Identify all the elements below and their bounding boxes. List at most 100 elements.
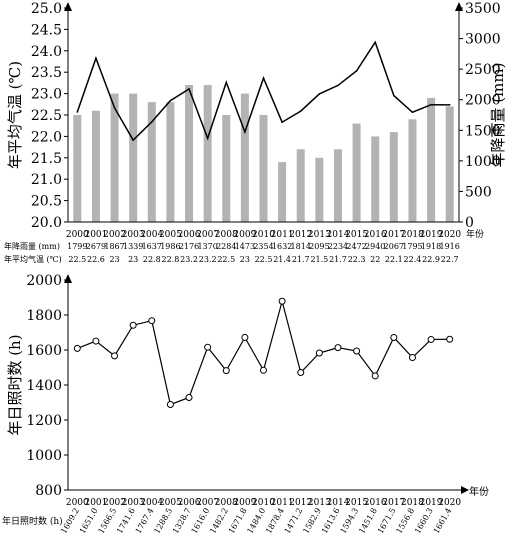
rainfall-point xyxy=(95,57,97,59)
table-cell: 2679 xyxy=(86,242,106,251)
right-tick-label: 1500 xyxy=(465,123,501,139)
table-cell: 22.3 xyxy=(348,255,366,264)
table-cell: 2284 xyxy=(216,242,236,251)
table-cell: 21.7 xyxy=(292,255,310,264)
temperature-bar xyxy=(110,93,119,222)
temperature-bar xyxy=(408,119,417,222)
x-tick-label: 2018 xyxy=(401,498,424,508)
x-tick-label: 2000 xyxy=(66,498,89,508)
x-tick-label: 2008 xyxy=(215,498,238,508)
table-cell: 22.8 xyxy=(143,255,161,264)
rainfall-point xyxy=(76,111,79,113)
right-tick-label: 500 xyxy=(465,184,492,200)
sunshine-point xyxy=(390,333,398,341)
table-cell: 22.6 xyxy=(87,255,105,264)
table-cell: 22.5 xyxy=(217,255,235,264)
sunshine-point xyxy=(408,354,416,362)
sunshine-point xyxy=(129,321,137,329)
temperature-bar xyxy=(91,110,100,222)
table-cell: 2176 xyxy=(179,242,199,251)
temperature-bar xyxy=(389,132,398,222)
table-cell: 23 xyxy=(109,255,119,264)
x-tick-label: 2005 xyxy=(159,498,182,508)
x-tick-label: 2010 xyxy=(252,230,275,240)
x-tick-label: 2003 xyxy=(122,498,145,508)
table-cell: 23.2 xyxy=(199,255,217,264)
rainfall-point xyxy=(244,131,246,133)
right-axis-title: 年降雨量 (mm) xyxy=(489,63,507,168)
x-tick-label: 2003 xyxy=(122,230,145,240)
left-axis-arrow-icon xyxy=(64,2,72,11)
right-tick-label: 2000 xyxy=(465,93,501,109)
rainfall-point xyxy=(448,104,451,106)
right-tick-label: 1000 xyxy=(465,154,501,170)
sunshine-point xyxy=(297,369,305,377)
x-tick-label: 2016 xyxy=(364,498,387,508)
right-tick-label: 0 xyxy=(465,215,474,231)
y-tick-label: 800 xyxy=(35,483,62,499)
temperature-bar xyxy=(222,115,231,222)
right-tick-label: 3000 xyxy=(465,32,501,48)
table-cell: 1986 xyxy=(160,242,180,251)
sunshine-line xyxy=(77,298,450,406)
table-cell: 1918 xyxy=(421,242,441,251)
table-cell: 22.8 xyxy=(161,255,179,264)
temperature-bar xyxy=(129,93,138,222)
rainfall-point xyxy=(113,107,116,109)
x-tick-label: 2020 xyxy=(438,230,461,240)
table-row-label: 年降雨量 (mm) xyxy=(4,241,60,251)
x-tick-label: 2001 xyxy=(84,498,107,508)
table-cell: 1799 xyxy=(67,242,87,251)
x-axis-arrow-icon xyxy=(461,486,469,494)
y-axis-arrow-icon xyxy=(64,274,72,283)
temperature-bar xyxy=(166,102,175,222)
table-cell: 22.5 xyxy=(68,255,86,264)
x-unit-label: 年份 xyxy=(466,228,484,240)
x-tick-label: 2011 xyxy=(271,498,294,508)
sunshine-point xyxy=(204,343,212,351)
sunshine-point xyxy=(185,393,193,401)
table-cell: 1867 xyxy=(104,242,124,251)
table-cell: 1339 xyxy=(123,242,143,251)
x-tick-label: 2011 xyxy=(271,230,294,240)
y-tick-label: 2000 xyxy=(26,273,62,289)
table-cell: 21.4 xyxy=(273,255,291,264)
x-tick-label: 2014 xyxy=(327,498,350,508)
x-tick-label: 2020 xyxy=(438,498,461,508)
x-tick-label: 2002 xyxy=(103,498,126,508)
table-cell: 2234 xyxy=(328,242,348,251)
y-axis-title: 年日照时数 (h) xyxy=(6,334,24,435)
rainfall-point xyxy=(355,70,358,72)
x-tick-label: 2014 xyxy=(327,230,350,240)
rainfall-point xyxy=(299,110,302,112)
x-tick-label: 2017 xyxy=(382,230,405,240)
x-tick-label: 2010 xyxy=(252,498,275,508)
temperature-bar xyxy=(371,136,380,222)
x-unit-label: 年份 xyxy=(469,485,489,498)
x-tick-label: 2008 xyxy=(215,230,238,240)
sunshine-point xyxy=(278,297,286,305)
sunshine-point xyxy=(260,366,267,374)
temperature-bar xyxy=(147,102,156,222)
right-tick-label: 3500 xyxy=(465,1,501,17)
table-cell: 2354 xyxy=(253,242,273,251)
left-tick-label: 20.5 xyxy=(31,194,62,210)
left-tick-label: 24.5 xyxy=(31,22,62,38)
y-tick-label: 1800 xyxy=(26,308,62,324)
table-cell: 21.5 xyxy=(310,255,328,264)
rainfall-point xyxy=(206,137,209,140)
x-tick-label: 2009 xyxy=(233,230,256,240)
right-tick-label: 2500 xyxy=(465,62,501,78)
left-tick-label: 24.0 xyxy=(31,44,62,60)
sunshine-point xyxy=(222,367,230,375)
x-tick-label: 2001 xyxy=(84,230,107,240)
y-tick-label: 1600 xyxy=(26,343,62,359)
left-tick-label: 22.5 xyxy=(31,108,62,124)
x-tick-label: 2019 xyxy=(420,230,443,240)
sunshine-point xyxy=(92,337,100,345)
table-cell: 22.9 xyxy=(422,255,440,264)
left-tick-label: 20.0 xyxy=(31,215,62,231)
table-cell: 1916 xyxy=(440,242,460,251)
temperature-bar xyxy=(278,162,287,222)
